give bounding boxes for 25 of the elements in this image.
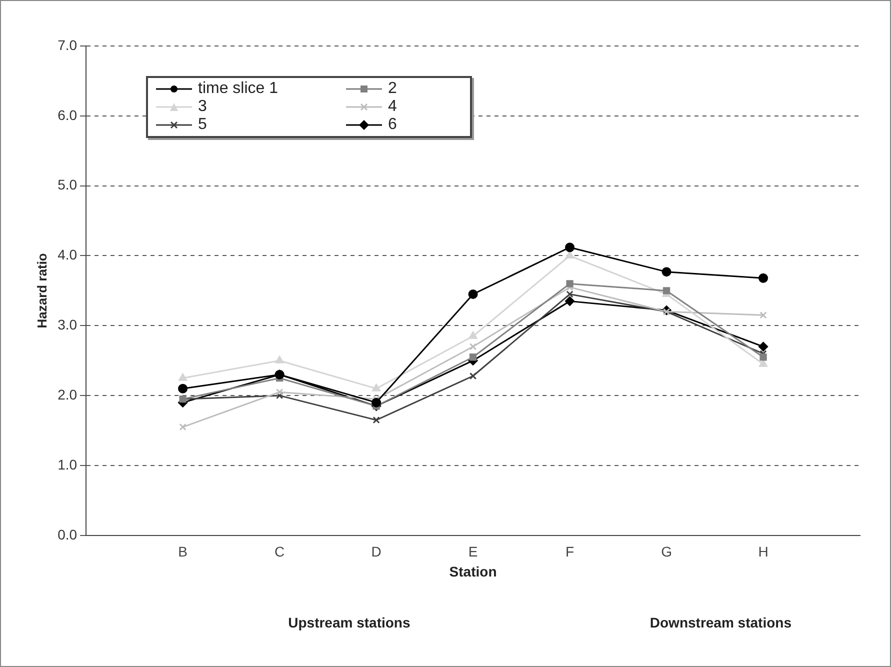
y-tick-label: 4.0: [58, 246, 78, 263]
y-tick-label: 2.0: [58, 386, 78, 402]
y-tick-label: 3.0: [58, 316, 78, 333]
y-tick-label: 1.0: [58, 456, 78, 472]
x-tick-label: B: [178, 544, 188, 560]
x-tick-label: F: [565, 544, 574, 560]
x-axis-title: Station: [449, 563, 497, 580]
legend-label: 3: [198, 98, 207, 116]
y-tick-label: 6.0: [58, 106, 78, 123]
y-tick-label: 0.0: [58, 526, 78, 542]
x-tick-label: H: [758, 544, 768, 560]
x-tick-label: G: [661, 544, 672, 560]
x-tick-label: C: [274, 544, 285, 560]
legend-label: time slice 1: [198, 80, 278, 98]
x-tick-label: E: [468, 544, 478, 560]
x-tick-label: D: [371, 544, 382, 560]
legend-label: 4: [388, 98, 397, 116]
text: Upstream stations: [288, 614, 410, 630]
text: Downstream stations: [650, 614, 792, 630]
y-axis-title: Hazard ratio: [34, 253, 50, 328]
legend-label: 5: [198, 116, 207, 134]
legend-label: 6: [388, 116, 397, 134]
y-tick-label: 5.0: [58, 176, 78, 193]
legend-label: 2: [388, 80, 397, 98]
y-tick-label: 7.0: [58, 36, 78, 53]
